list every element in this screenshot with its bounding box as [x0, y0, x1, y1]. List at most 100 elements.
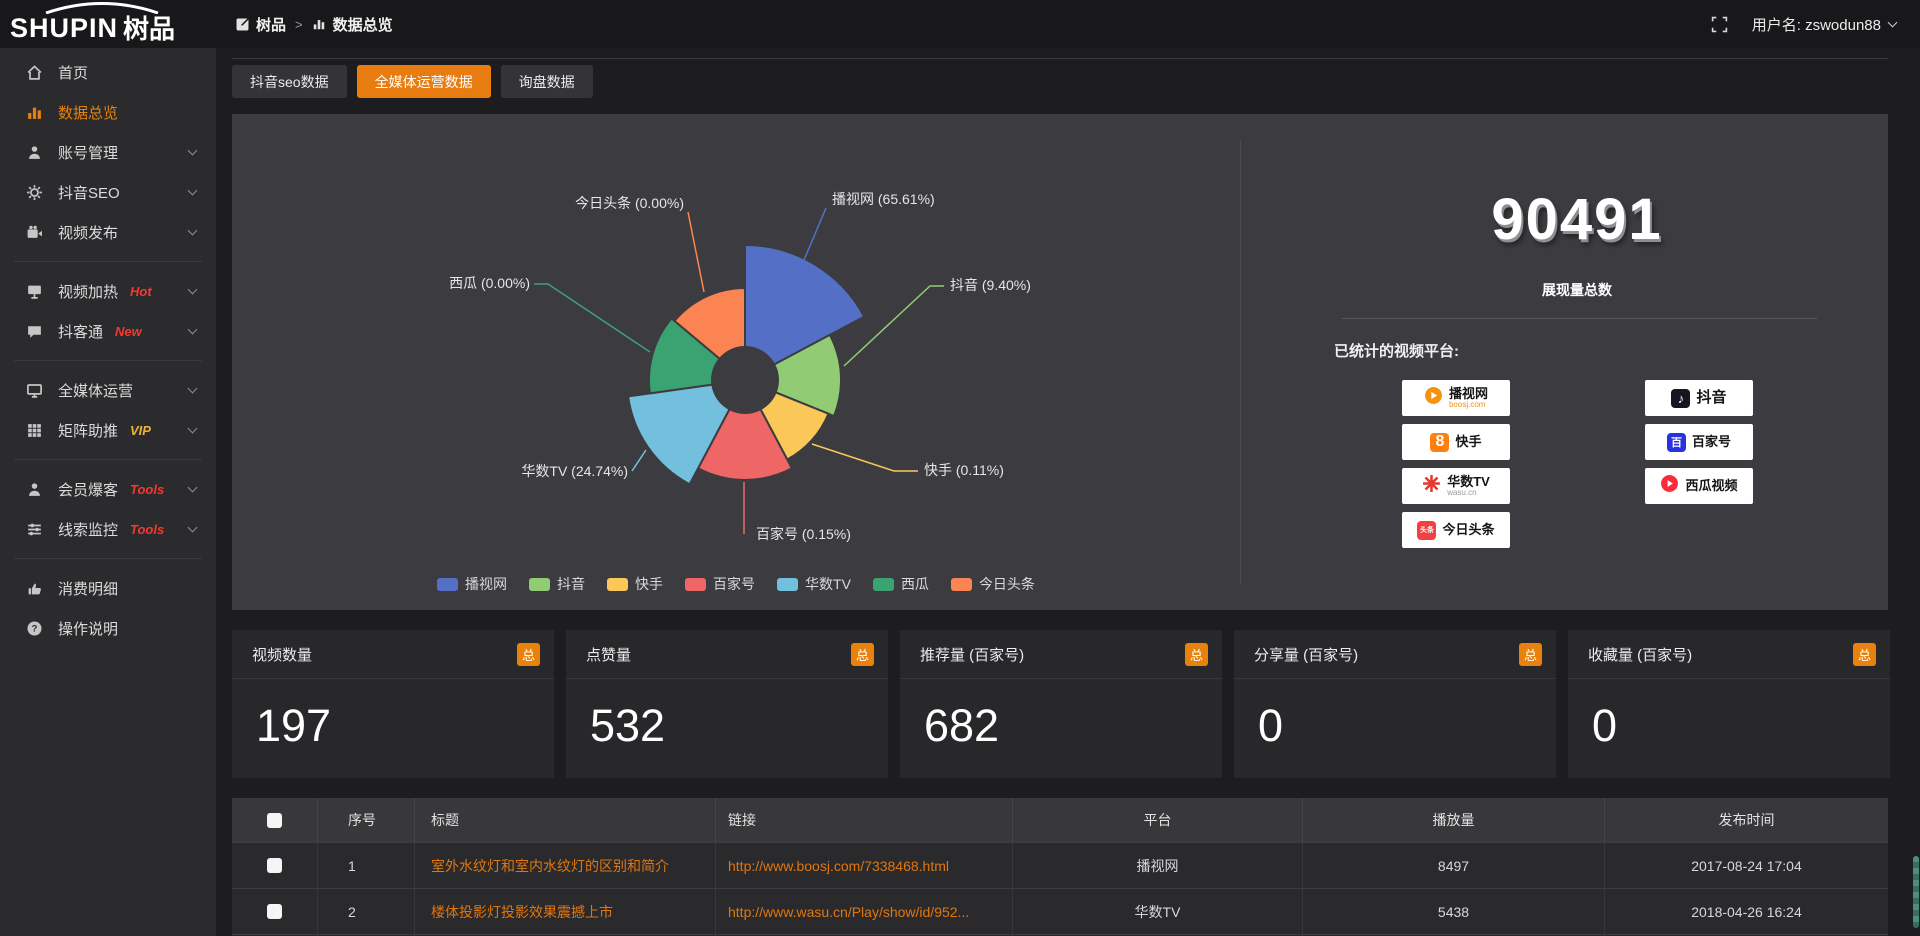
- legend-swatch: [777, 577, 799, 591]
- question-circle-icon: ?: [26, 620, 45, 637]
- total-badge[interactable]: 总: [851, 642, 874, 666]
- chevron-down-icon: [187, 522, 198, 533]
- pie-slice-label: 西瓜 (0.00%): [449, 275, 530, 291]
- sidebar-item-help[interactable]: ? 操作说明: [0, 608, 216, 648]
- stat-value: 0: [1592, 700, 1618, 751]
- pie-slice-label: 播视网 (65.61%): [832, 191, 935, 207]
- sidebar-item-home[interactable]: 首页: [0, 52, 216, 92]
- pie-slice[interactable]: [742, 333, 843, 418]
- total-badge[interactable]: 总: [1185, 642, 1208, 666]
- sliders-icon: [26, 521, 45, 538]
- pie-hole: [711, 346, 779, 414]
- chart-panel: 播视网 (65.61%) 抖音 (9.40%) 快手 (0.11%) 百家号 (0.1…: [232, 114, 1888, 610]
- sidebar-divider: [14, 558, 202, 559]
- video-title-link[interactable]: 室外水纹灯和室内水纹灯的区别和简介: [431, 857, 669, 874]
- breadcrumb-root[interactable]: 树品: [256, 16, 287, 34]
- legend-swatch: [529, 577, 551, 591]
- sidebar: 首页 数据总览 账号管理 抖音SEO 视频发布 视频加热 Hot: [0, 48, 216, 936]
- video-url-link[interactable]: http://www.boosj.com/7338468.html: [728, 857, 950, 874]
- stat-card-shares: 分享量 (百家号) 总 0: [1234, 630, 1556, 778]
- sidebar-item-member-baoke[interactable]: 会员爆客 Tools: [0, 469, 216, 509]
- video-url-link[interactable]: http://www.wasu.cn/Play/show/id/952...: [728, 903, 970, 920]
- table-row: 2 楼体投影灯投影效果震撼上市 http://www.wasu.cn/Play/…: [232, 888, 1888, 934]
- select-all-checkbox[interactable]: [267, 812, 282, 828]
- thumbs-up-icon: [26, 580, 45, 597]
- username-label: 用户名: zswodun88: [1751, 16, 1881, 34]
- pie-slice[interactable]: [626, 378, 747, 486]
- platform-badge-xigua: 西瓜视频: [1645, 468, 1753, 504]
- brand-logo[interactable]: SHUPIN 树品: [0, 0, 216, 48]
- legend-item[interactable]: 今日头条: [950, 574, 1035, 594]
- sidebar-item-doketong[interactable]: 抖客通 New: [0, 311, 216, 351]
- pie-slice-label: 快手 (0.11%): [924, 462, 1004, 478]
- topbar-right: 用户名: zswodun88: [1711, 14, 1920, 35]
- legend-item[interactable]: 百家号: [685, 574, 755, 594]
- legend-label: 百家号: [713, 576, 756, 592]
- brand-name-cn: 树品: [123, 14, 176, 44]
- tab-omnimedia-data[interactable]: 全媒体运营数据: [356, 65, 491, 98]
- sidebar-divider: [14, 360, 202, 361]
- sidebar-item-video-heat[interactable]: 视频加热 Hot: [0, 271, 216, 311]
- video-table: 序号 标题 链接 平台 播放量 发布时间 1 室外水纹灯和室内水纹灯的区别和简介…: [232, 798, 1888, 936]
- total-badge[interactable]: 总: [517, 642, 540, 666]
- pie-slice[interactable]: [696, 377, 794, 481]
- sidebar-item-account[interactable]: 账号管理: [0, 132, 216, 172]
- data-tabs: 抖音seo数据 全媒体运营数据 询盘数据: [232, 65, 593, 98]
- breadcrumb-root-icon: [236, 17, 249, 30]
- chart-legend: 播视网 抖音 快手 百家号 华数TV 西瓜 今日头条: [232, 574, 1240, 594]
- total-badge[interactable]: 总: [1519, 642, 1542, 666]
- chevron-down-icon: [187, 423, 198, 434]
- stat-value: 532: [590, 700, 666, 751]
- sidebar-item-consumption[interactable]: 消费明细: [0, 568, 216, 608]
- user-menu[interactable]: 用户名: zswodun88: [1751, 14, 1898, 35]
- breadcrumb: 树品 > 数据总览: [216, 14, 393, 35]
- platform-badge-boosj: 播视网 boosj.com: [1402, 380, 1510, 416]
- sidebar-item-douyin-seo[interactable]: 抖音SEO: [0, 172, 216, 212]
- toutiao-logo-icon: 头条: [1417, 520, 1437, 540]
- legend-label: 抖音: [557, 576, 586, 592]
- legend-label: 今日头条: [978, 576, 1035, 592]
- tab-douyin-seo-data[interactable]: 抖音seo数据: [232, 65, 347, 98]
- legend-item[interactable]: 西瓜: [872, 574, 929, 594]
- legend-item[interactable]: 快手: [607, 574, 663, 594]
- table-row: 1 室外水纹灯和室内水纹灯的区别和简介 http://www.boosj.com…: [232, 842, 1888, 888]
- sidebar-item-omnimedia[interactable]: 全媒体运营: [0, 370, 216, 410]
- pie-slice-label: 华数TV (24.74%): [521, 463, 628, 479]
- row-checkbox[interactable]: [267, 904, 282, 919]
- total-badge[interactable]: 总: [1853, 642, 1876, 666]
- pie-slice-label: 百家号 (0.15%): [756, 526, 851, 542]
- main-content: 抖音seo数据 全媒体运营数据 询盘数据 播视网 (65.61%) 抖音 (9.4…: [216, 48, 1920, 936]
- scrollbar-thumb[interactable]: [1913, 856, 1919, 928]
- row-checkbox[interactable]: [267, 858, 282, 873]
- stat-card-favorites: 收藏量 (百家号) 总 0: [1568, 630, 1890, 778]
- sidebar-item-lead-monitor[interactable]: 线索监控 Tools: [0, 509, 216, 549]
- legend-item[interactable]: 播视网: [437, 574, 507, 594]
- pie-label-leader: [534, 283, 651, 353]
- legend-item[interactable]: 华数TV: [777, 574, 851, 594]
- chevron-down-icon: [187, 324, 198, 335]
- fullscreen-icon[interactable]: [1711, 16, 1728, 33]
- svg-text:?: ?: [32, 623, 38, 634]
- tab-inquiry-data[interactable]: 询盘数据: [500, 65, 593, 98]
- bar-chart-icon: [26, 104, 45, 121]
- legend-swatch: [685, 577, 707, 591]
- person-icon: [26, 481, 45, 498]
- video-title-link[interactable]: 楼体投影灯投影效果震撼上市: [431, 903, 613, 920]
- vip-badge: VIP: [130, 422, 151, 438]
- wasu-logo-icon: [1422, 474, 1441, 498]
- legend-swatch: [950, 577, 972, 591]
- sidebar-item-data-overview[interactable]: 数据总览: [0, 92, 216, 132]
- legend-swatch: [872, 577, 894, 591]
- pie-label-leader: [811, 443, 918, 472]
- sidebar-item-matrix-boost[interactable]: 矩阵助推 VIP: [0, 410, 216, 450]
- platform-badge-wasu: 华数TV wasu.cn: [1402, 468, 1510, 504]
- breadcrumb-current[interactable]: 数据总览: [332, 16, 393, 34]
- topbar: SHUPIN 树品 树品 > 数据总览 用户名: zswodun88: [0, 0, 1920, 48]
- legend-item[interactable]: 抖音: [529, 574, 585, 594]
- sidebar-item-video-publish[interactable]: 视频发布: [0, 212, 216, 252]
- pie-chart: 播视网 (65.61%) 抖音 (9.40%) 快手 (0.11%) 百家号 (0.1…: [449, 191, 1031, 542]
- pie-slice[interactable]: [744, 243, 866, 382]
- boosj-logo-icon: [1424, 386, 1443, 410]
- legend-label: 华数TV: [805, 576, 851, 592]
